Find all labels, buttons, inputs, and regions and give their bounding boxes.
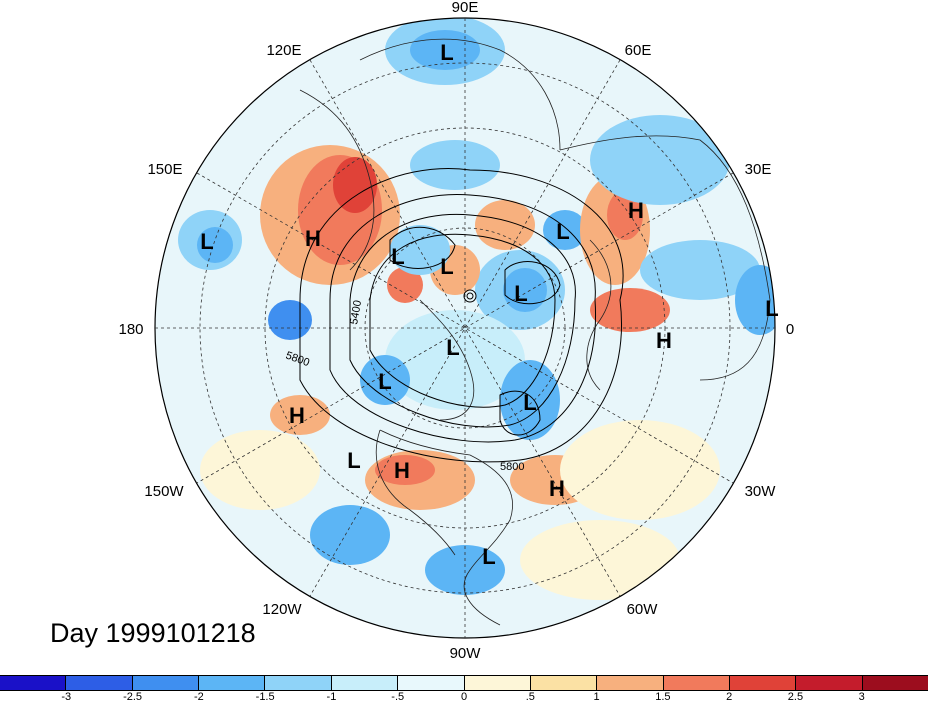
low-center-label: L	[391, 244, 404, 269]
day-title: Day 1999101218	[50, 618, 256, 648]
colorbar-tick-label: -1.5	[255, 691, 275, 703]
colorbar-tick-label: 1	[593, 691, 600, 703]
low-center-label: L	[556, 219, 569, 244]
high-center-label: H	[305, 226, 321, 251]
low-center-label: L	[765, 296, 778, 321]
low-center-label: L	[440, 254, 453, 279]
colorbar-swatch	[331, 676, 399, 690]
colorbar-swatch	[132, 676, 200, 690]
colorbar-tick-label: -1	[326, 691, 337, 703]
high-centers: H H H H H H	[289, 198, 672, 501]
lon-label-150w: 150W	[144, 483, 184, 500]
colorbar-tick-label: 3	[858, 691, 865, 703]
polar-map: 90E 60E 30E 0 30W 60W 90W 120W 150W 180 …	[118, 0, 794, 662]
high-center-label: H	[628, 198, 644, 223]
colorbar-swatch	[0, 676, 67, 690]
longitude-labels: 90E 60E 30E 0 30W 60W 90W 120W 150W 180 …	[118, 0, 794, 662]
colorbar: -3 -2.5 -2 -1.5 -1 -.5 0 .5 1 1.5 2 2.5 3	[0, 675, 928, 704]
colorbar-swatch	[464, 676, 531, 690]
colorbar-tick-label: 0	[460, 691, 468, 703]
low-center-label: L	[514, 281, 527, 306]
colorbar-labels: -3 -2.5 -2 -1.5 -1 -.5 0 .5 1 1.5 2 2.5 3	[0, 691, 928, 704]
colorbar-tick-label: -.5	[391, 691, 405, 703]
colorbar-swatch	[597, 676, 664, 690]
high-center-label: H	[549, 476, 565, 501]
lon-label-60e: 60E	[625, 42, 652, 59]
high-center-label: H	[656, 328, 672, 353]
coastlines	[299, 38, 771, 626]
lon-label-90e: 90E	[452, 0, 479, 16]
low-center-label: L	[347, 448, 360, 473]
colorbar-swatch	[729, 676, 797, 690]
low-center-label: L	[446, 335, 459, 360]
lon-label-0: 0	[786, 321, 794, 338]
high-center-label: H	[394, 458, 410, 483]
colorbar-swatch	[66, 676, 133, 690]
lon-label-60w: 60W	[627, 601, 659, 618]
height-contours	[299, 168, 624, 463]
contour-label-5800-south: 5800	[500, 461, 524, 473]
lon-label-120w: 120W	[262, 601, 302, 618]
colorbar-tick-label: -2.5	[123, 691, 143, 703]
high-center-label: H	[289, 403, 305, 428]
colorbar-swatch	[199, 676, 266, 690]
lon-label-30e: 30E	[745, 161, 772, 178]
lon-label-150e: 150E	[147, 161, 182, 178]
colorbar-swatch	[663, 676, 730, 690]
lon-label-90w: 90W	[450, 645, 482, 662]
colorbar-tick-label: -2	[193, 691, 204, 703]
colorbar-swatch	[530, 676, 598, 690]
low-center-label: L	[482, 544, 495, 569]
colorbar-tick-label: 1.5	[655, 691, 671, 703]
colorbar-swatch	[862, 676, 928, 690]
contour-labels: 5400 5800 5800	[284, 299, 525, 473]
colorbar-swatch	[796, 676, 863, 690]
low-center-label: L	[200, 229, 213, 254]
colorbar-tick-label: 2.5	[787, 691, 804, 703]
low-center-label: L	[523, 390, 536, 415]
low-center-label: L	[378, 369, 391, 394]
low-centers: L L L L L L L L L L L L	[200, 40, 778, 569]
colorbar-swatch	[398, 676, 465, 690]
low-center-label: L	[440, 40, 453, 65]
colorbar-swatches	[0, 675, 928, 691]
colorbar-tick-label: 2	[726, 691, 733, 703]
lon-label-120e: 120E	[266, 42, 301, 59]
lon-label-30w: 30W	[745, 483, 777, 500]
colorbar-tick-label: .5	[525, 691, 535, 703]
lon-label-180: 180	[118, 321, 143, 338]
contour-label-5400: 5400	[348, 299, 364, 325]
colorbar-swatch	[265, 676, 332, 690]
colorbar-tick-label: -3	[61, 691, 72, 703]
